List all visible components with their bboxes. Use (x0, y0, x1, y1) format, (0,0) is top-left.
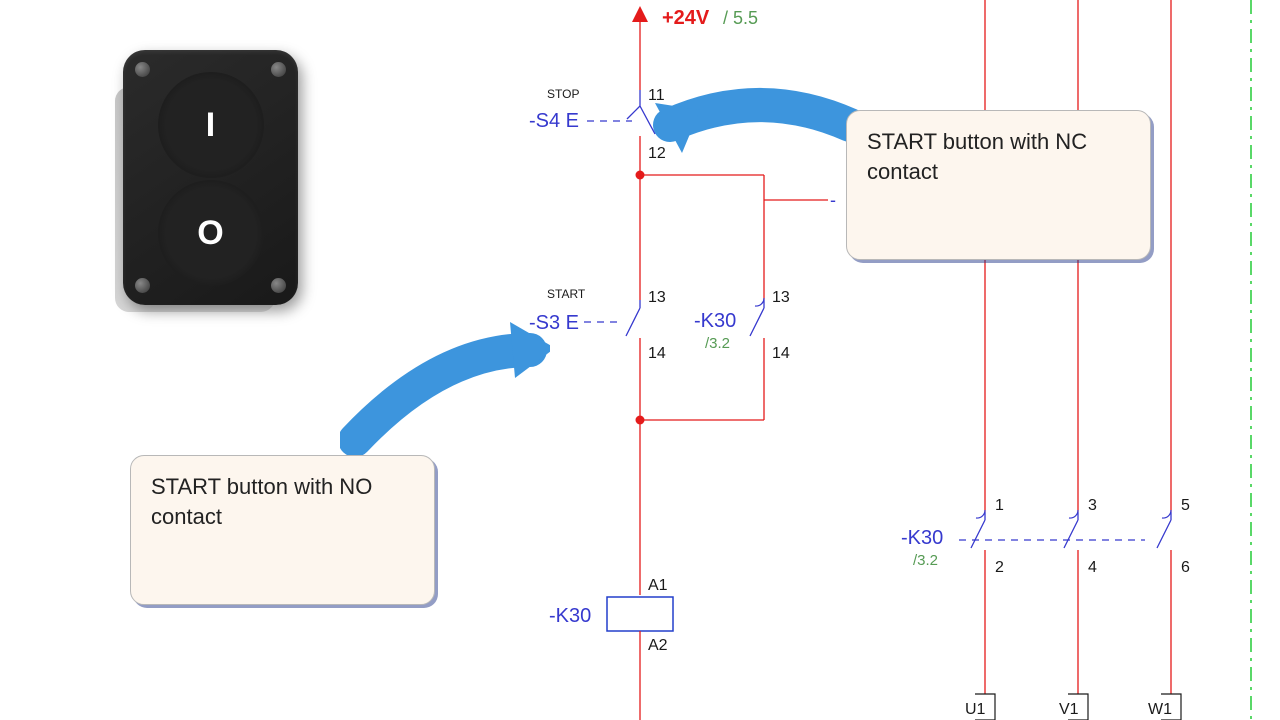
no-callout-arrow (340, 320, 550, 470)
power-pin-top-3: 5 (1181, 497, 1190, 514)
start-pin-bot: 14 (648, 345, 666, 362)
power-pin-top-1: 1 (995, 497, 1004, 514)
power-pin-bot-3: 6 (1181, 559, 1190, 576)
arc-icon (1069, 510, 1078, 518)
power-out-2: V1 (1059, 701, 1079, 718)
supply-ref-label: / 5.5 (723, 8, 758, 28)
nc-contact-break (627, 106, 640, 119)
arc-icon (976, 510, 985, 518)
aux-arc-icon (755, 298, 764, 306)
power-ref: /3.2 (913, 552, 938, 569)
power-contactor-group: -K30 /3.2 (901, 527, 1145, 569)
no-contact-blade (626, 300, 640, 336)
nc-callout-text: START button with NC contact (867, 129, 1087, 184)
aux-no-blade (750, 300, 764, 336)
no-callout-box: START button with NO contact (130, 455, 435, 605)
nc-callout-arrow (640, 55, 860, 185)
coil-designator: -K30 (549, 605, 591, 627)
aux-pin-top: 13 (772, 289, 790, 306)
nc-callout-box: START button with NC contact (846, 110, 1151, 260)
power-no-blade (1157, 512, 1171, 548)
power-pin-bot-1: 2 (995, 559, 1004, 576)
junction-dot (636, 416, 645, 425)
partial-label: - (830, 190, 836, 210)
coil-pin-bot: A2 (648, 637, 668, 654)
arc-icon (1162, 510, 1171, 518)
power-out-3: W1 (1148, 701, 1172, 718)
coil-pin-top: A1 (648, 577, 668, 594)
aux-pin-bot: 14 (772, 345, 790, 362)
start-small-label: START (547, 287, 586, 301)
supply-voltage-label: +24V (662, 7, 710, 29)
power-pin-bot-2: 4 (1088, 559, 1097, 576)
no-callout-text: START button with NO contact (151, 474, 372, 529)
coil-symbol (607, 597, 673, 631)
power-designator: -K30 (901, 527, 943, 549)
aux-designator: -K30 (694, 310, 736, 332)
stop-designator: -S4 E (529, 110, 579, 132)
power-no-blade (971, 512, 985, 548)
start-pin-top: 13 (648, 289, 666, 306)
power-pin-top-2: 3 (1088, 497, 1097, 514)
power-no-blade (1064, 512, 1078, 548)
power-out-1: U1 (965, 701, 986, 718)
stop-small-label: STOP (547, 87, 579, 101)
aux-ref: /3.2 (705, 335, 730, 352)
supply-arrow-icon (632, 6, 648, 22)
